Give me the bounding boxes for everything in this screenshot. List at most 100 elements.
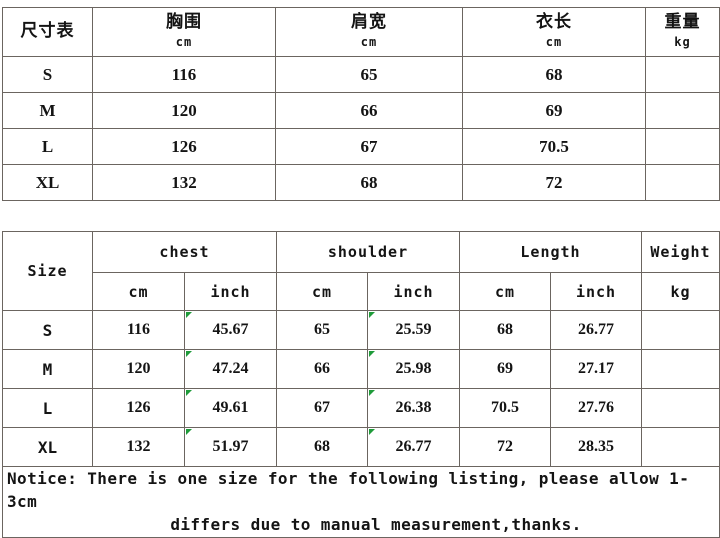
cell-length-inch: 26.77 — [550, 310, 642, 350]
english-size-table: Size chest shoulder Length Weight cm inc… — [2, 231, 720, 538]
cell-chest-inch: 49.61 — [184, 388, 277, 428]
cell-weight — [645, 56, 720, 93]
cell-weight — [645, 128, 720, 165]
table-row: L 126 49.61 67 26.38 70.5 27.76 — [2, 388, 720, 428]
cell-size: M — [2, 349, 93, 389]
header-cell-size: Size — [2, 231, 93, 311]
error-indicator-icon — [186, 351, 192, 357]
cell-length-inch: 27.17 — [550, 349, 642, 389]
cell-weight — [641, 427, 720, 467]
cell-size: M — [2, 92, 93, 129]
header-unit-chest-inch: inch — [184, 272, 277, 311]
cell-weight — [645, 164, 720, 201]
header-unit-weight-kg: kg — [641, 272, 720, 311]
cell-size: L — [2, 388, 93, 428]
cell-length-cm: 72 — [459, 427, 551, 467]
cell-value: 27.17 — [578, 360, 614, 377]
cell-weight — [641, 310, 720, 350]
cell-value: 28.35 — [578, 438, 614, 455]
table-row: S 116 65 68 — [2, 56, 720, 93]
cell-value: 26.77 — [395, 438, 432, 455]
cell-shoulder: 67 — [275, 128, 463, 165]
cell-shoulder: 66 — [275, 92, 463, 129]
header-cell-length: 衣长 cm — [462, 7, 646, 57]
cell-chest: 126 — [92, 128, 276, 165]
cell-shoulder-cm: 68 — [276, 427, 368, 467]
error-indicator-icon — [369, 312, 375, 318]
cell-shoulder-cm: 66 — [276, 349, 368, 389]
chinese-size-table: 尺寸表 胸围 cm 肩宽 cm 衣长 — [2, 7, 720, 201]
header-cell-chest: 胸围 cm — [92, 7, 276, 57]
header-cell-weight: 重量 kg — [645, 7, 720, 57]
table-row: L 126 67 70.5 — [2, 128, 720, 165]
cell-chest-inch: 51.97 — [184, 427, 277, 467]
table-row: XL 132 51.97 68 26.77 72 28.35 — [2, 427, 720, 467]
header-title: 衣长 — [536, 12, 572, 33]
error-indicator-icon — [369, 390, 375, 396]
header-title: 重量 — [664, 12, 701, 33]
cell-chest: 116 — [92, 56, 276, 93]
cell-shoulder-inch: 25.59 — [367, 310, 460, 350]
cell-shoulder-cm: 65 — [276, 310, 368, 350]
cell-length-cm: 70.5 — [459, 388, 551, 428]
header-group-chest: chest — [92, 231, 277, 273]
cell-shoulder-inch: 26.38 — [367, 388, 460, 428]
cell-chest-inch: 47.24 — [184, 349, 277, 389]
cell-size: S — [2, 310, 93, 350]
header-unit-chest-cm: cm — [92, 272, 185, 311]
cell-weight — [645, 92, 720, 129]
notice-line-1: Notice: There is one size for the follow… — [7, 469, 690, 512]
header-unit-shoulder-inch: inch — [367, 272, 460, 311]
error-indicator-icon — [186, 312, 192, 318]
cell-shoulder: 65 — [275, 56, 463, 93]
cell-value: 51.97 — [212, 438, 249, 455]
cell-value: 47.24 — [212, 360, 249, 377]
cell-value: 26.77 — [578, 321, 614, 338]
header-unit-length-cm: cm — [459, 272, 551, 311]
cell-length-cm: 69 — [459, 349, 551, 389]
header-unit-shoulder-cm: cm — [276, 272, 368, 311]
cell-length-cm: 68 — [459, 310, 551, 350]
cell-size: L — [2, 128, 93, 165]
table-group-header-row: Size chest shoulder Length Weight — [2, 231, 720, 311]
cell-weight — [641, 349, 720, 389]
cell-shoulder-cm: 67 — [276, 388, 368, 428]
table-header-row: 尺寸表 胸围 cm 肩宽 cm 衣长 — [2, 7, 720, 57]
notice-line-2: differs due to manual measurement,thanks… — [170, 515, 582, 535]
header-title: 尺寸表 — [20, 21, 75, 42]
cell-chest-cm: 126 — [92, 388, 185, 428]
header-group-length: Length — [459, 231, 642, 273]
cell-chest: 120 — [92, 92, 276, 129]
cell-chest-cm: 116 — [92, 310, 185, 350]
cell-value: 27.76 — [578, 399, 614, 416]
cell-value: 26.38 — [395, 399, 432, 416]
table-row: S 116 45.67 65 25.59 68 26.77 — [2, 310, 720, 350]
size-chart-sheet: 尺寸表 胸围 cm 肩宽 cm 衣长 — [2, 7, 720, 538]
error-indicator-icon — [186, 429, 192, 435]
header-cell-shoulder: 肩宽 cm — [275, 7, 463, 57]
cell-value: 45.67 — [212, 321, 249, 338]
cell-chest-cm: 120 — [92, 349, 185, 389]
cell-length: 69 — [462, 92, 646, 129]
header-unit: kg — [674, 35, 691, 50]
cell-length: 72 — [462, 164, 646, 201]
cell-shoulder-inch: 26.77 — [367, 427, 460, 467]
table-unit-header-row: cm inch cm inch cm inch kg — [3, 272, 720, 311]
error-indicator-icon — [369, 351, 375, 357]
table-row: XL 132 68 72 — [2, 164, 720, 201]
cell-weight — [641, 388, 720, 428]
header-unit: cm — [360, 35, 378, 50]
error-indicator-icon — [369, 429, 375, 435]
cell-chest-inch: 45.67 — [184, 310, 277, 350]
header-title: 胸围 — [166, 12, 202, 33]
table-row: M 120 47.24 66 25.98 69 27.17 — [2, 349, 720, 389]
header-cell-weight: Weight — [641, 231, 720, 273]
header-cell-size: 尺寸表 — [2, 7, 93, 57]
notice-row: Notice: There is one size for the follow… — [2, 466, 720, 538]
cell-size: XL — [2, 427, 93, 467]
cell-value: 25.59 — [395, 321, 432, 338]
cell-length: 68 — [462, 56, 646, 93]
cell-size: S — [2, 56, 93, 93]
cell-shoulder: 68 — [275, 164, 463, 201]
cell-length-inch: 28.35 — [550, 427, 642, 467]
